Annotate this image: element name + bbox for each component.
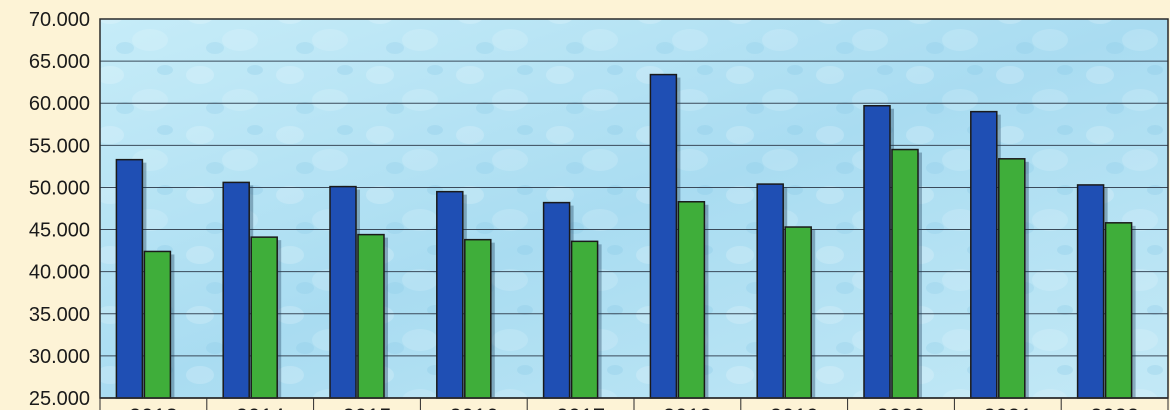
bar-series2-2019 (784, 226, 812, 399)
x-tick-label: 2021 (983, 404, 1032, 410)
bar-series2-2022 (1104, 222, 1133, 399)
bar-series1-2021 (970, 110, 998, 399)
bar-series1-2014 (222, 181, 250, 399)
y-tick-label: 70.000 (29, 9, 90, 31)
bar-series1-2019 (756, 183, 784, 399)
x-tick-label: 2015 (343, 404, 392, 410)
x-tick-label: 2019 (770, 404, 819, 410)
bar-series2-2015 (357, 233, 385, 399)
y-tick-label: 50.000 (29, 177, 90, 199)
y-tick-label: 40.000 (29, 262, 90, 284)
bar-series1-2020 (863, 104, 891, 399)
x-tick-label: 2018 (663, 404, 712, 410)
bar-series2-2014 (250, 236, 278, 399)
y-tick-label: 65.000 (29, 51, 90, 73)
x-tick-label: 2017 (556, 404, 605, 410)
y-tick-label: 45.000 (29, 220, 90, 242)
bar-series1-2015 (329, 185, 357, 399)
bar-series2-2020 (891, 148, 919, 399)
bar-series1-2013 (115, 158, 144, 399)
y-tick-label: 25.000 (29, 388, 90, 410)
bar-series2-2017 (570, 240, 599, 399)
bar-series2-2021 (998, 158, 1026, 399)
x-tick-label: 2022 (1090, 404, 1139, 410)
bar-series1-2017 (542, 201, 571, 399)
x-tick-label: 2013 (129, 404, 178, 410)
x-tick-label: 2020 (877, 404, 926, 410)
x-tick-label: 2014 (236, 404, 285, 410)
bar-series1-2018 (649, 73, 678, 399)
bar-series2-2013 (143, 250, 172, 399)
y-tick-label: 60.000 (29, 93, 90, 115)
bar-series2-2016 (464, 238, 492, 399)
bar-series1-2016 (436, 190, 464, 399)
y-tick-label: 55.000 (29, 135, 90, 157)
y-tick-label: 30.000 (29, 346, 90, 368)
x-tick-label: 2016 (449, 404, 498, 410)
y-tick-label: 35.000 (29, 304, 90, 326)
bar-series1-2022 (1076, 184, 1105, 399)
bar-series2-2018 (677, 201, 706, 399)
